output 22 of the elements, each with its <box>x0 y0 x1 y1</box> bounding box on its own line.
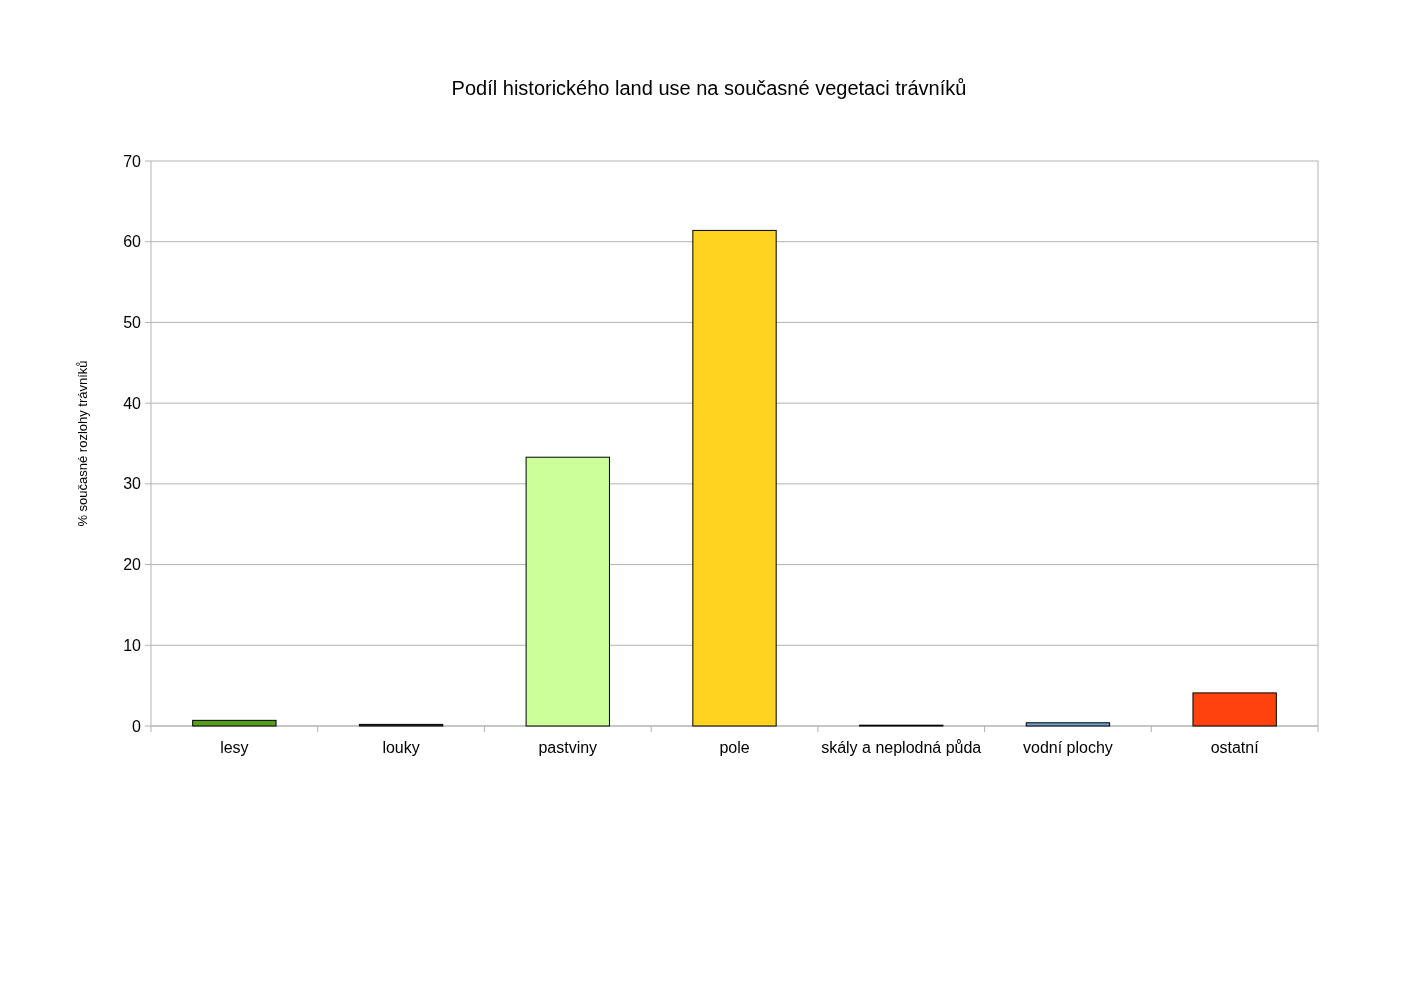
bar <box>525 456 610 727</box>
x-tick-label: pole <box>719 739 750 756</box>
x-tick-label: lesy <box>220 739 249 756</box>
x-tick-label: pastviny <box>538 739 598 756</box>
y-tick-label: 30 <box>123 475 142 493</box>
y-tick-label: 40 <box>123 394 142 412</box>
bar <box>1025 722 1111 727</box>
x-tick-label: skály a neplodná půda <box>821 739 982 756</box>
y-tick-label: 20 <box>123 556 142 574</box>
y-tick-label: 0 <box>132 717 142 735</box>
y-axis-title: % současné rozlohy trávníků <box>75 360 90 527</box>
chart-title: Podíl historického land use na současné vegetaci trávníků <box>451 77 967 99</box>
x-tick-label: louky <box>382 739 420 756</box>
y-tick-label: 50 <box>123 314 142 332</box>
y-tick-label: 10 <box>123 636 142 654</box>
bar <box>1192 692 1277 727</box>
y-tick-label: 70 <box>123 152 142 170</box>
x-tick-label: vodní plochy <box>1023 739 1113 756</box>
y-tick-label: 60 <box>123 233 142 251</box>
bar <box>192 719 277 727</box>
x-tick-label: ostatní <box>1210 739 1260 756</box>
bar <box>692 229 777 727</box>
